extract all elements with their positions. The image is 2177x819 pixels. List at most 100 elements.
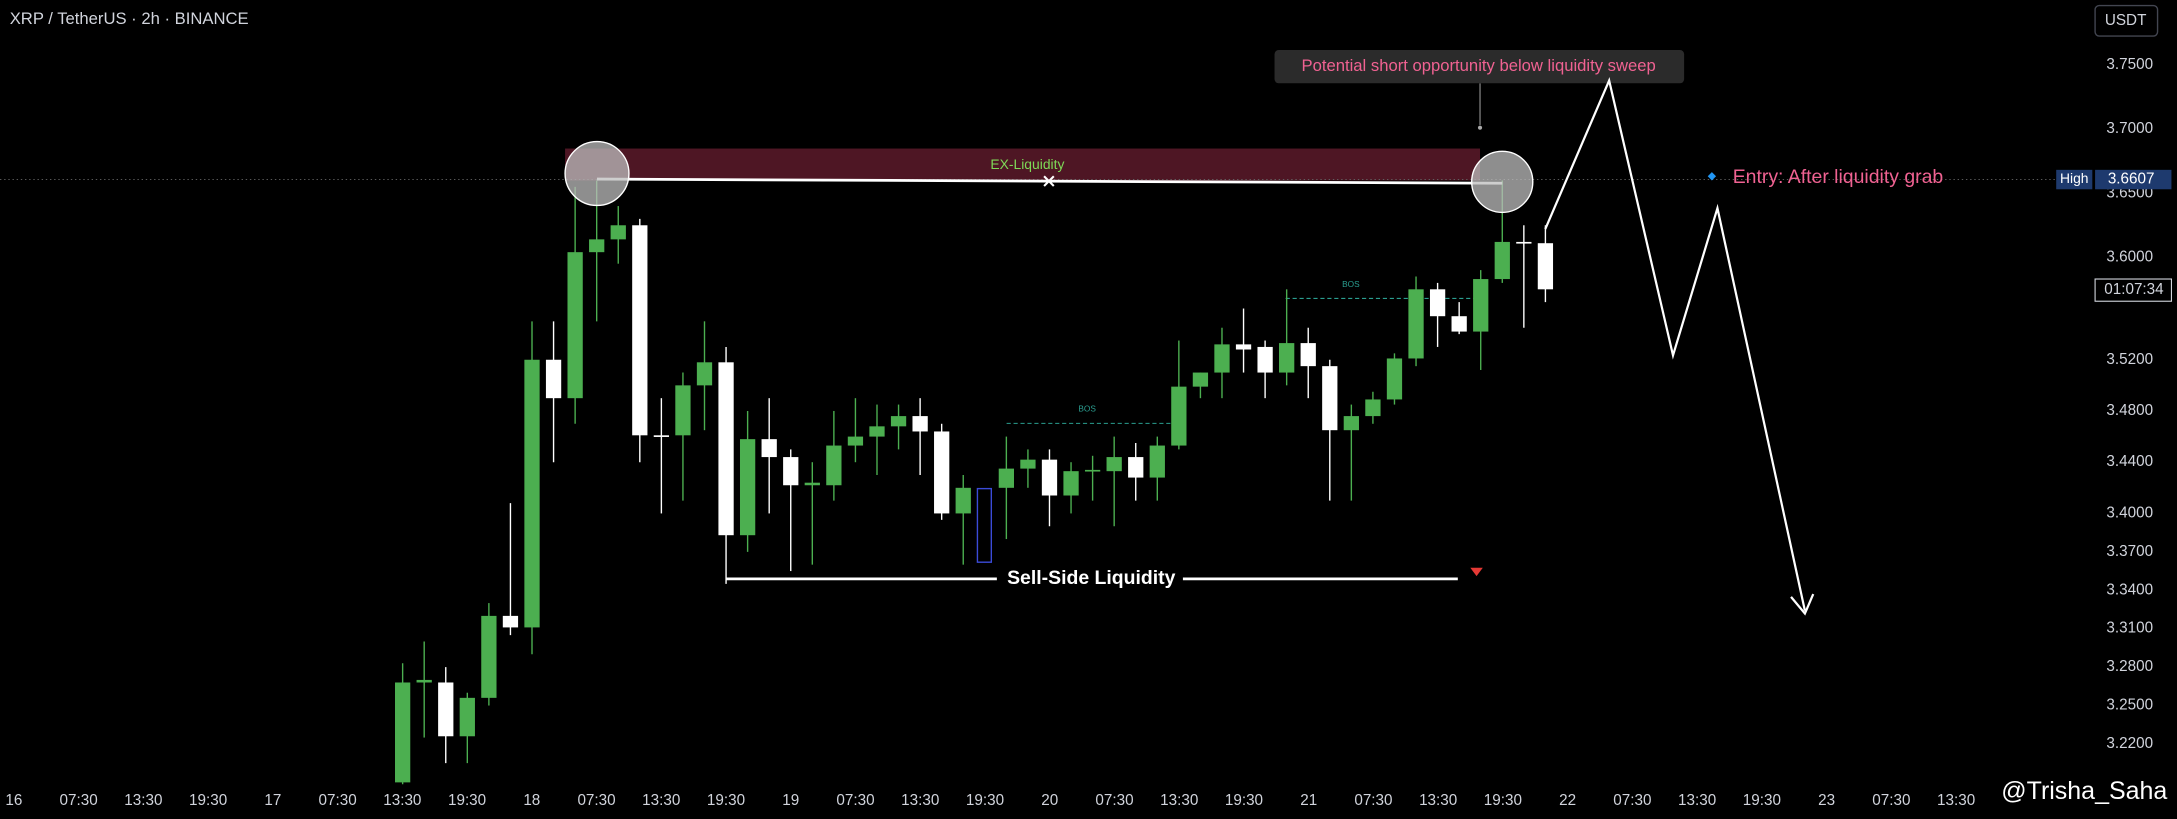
y-tick-label: 3.2800	[2106, 658, 2153, 675]
marked-candle-box	[976, 487, 993, 563]
sell-side-label: Sell-Side Liquidity	[1007, 567, 1176, 589]
candle-body	[718, 362, 734, 536]
x-tick-label: 13:30	[1160, 792, 1198, 809]
entry-marker	[1707, 172, 1717, 181]
candle-body	[1300, 343, 1316, 367]
entry-label: Entry: After liquidity grab	[1733, 166, 1944, 188]
candle-body	[847, 436, 864, 446]
y-tick-label: 3.4000	[2106, 504, 2153, 521]
x-marker	[1043, 175, 1055, 187]
candle-body	[394, 682, 411, 783]
x-tick-label: 07:30	[1613, 792, 1651, 809]
bos-label: BOS	[1342, 279, 1360, 289]
candle-body	[998, 468, 1014, 488]
y-tick-label: 3.2200	[2106, 735, 2153, 752]
zone-label: EX-Liquidity	[990, 156, 1064, 172]
bos-label: BOS	[1078, 404, 1096, 414]
x-tick-label: 19:30	[1484, 792, 1522, 809]
candle-body	[567, 252, 583, 399]
candle-body	[1192, 372, 1209, 387]
x-tick-label: 07:30	[836, 792, 874, 809]
currency-label: USDT	[2105, 12, 2147, 29]
x-tick-label: 13:30	[901, 792, 939, 809]
candle-body	[739, 439, 756, 536]
x-tick-label: 22	[1559, 792, 1576, 809]
x-tick-label: 19	[782, 792, 799, 809]
currency-button[interactable]	[2094, 4, 2159, 37]
x-tick-label: 16	[5, 792, 22, 809]
candle-body	[1516, 241, 1532, 244]
y-tick-label: 3.3400	[2106, 581, 2153, 598]
x-tick-label: 19:30	[966, 792, 1004, 809]
candle-body	[1386, 358, 1403, 400]
candle-body	[1257, 346, 1273, 373]
sweep-circle	[564, 140, 630, 207]
candle-body	[1235, 344, 1252, 350]
projection-path	[1544, 76, 1806, 612]
candle-body	[1537, 243, 1554, 290]
candle-body	[1041, 459, 1058, 496]
candle-body	[783, 457, 799, 486]
candle-body	[610, 225, 626, 240]
candle-body	[934, 431, 950, 514]
candle-body	[955, 487, 971, 514]
y-tick-label: 3.7500	[2106, 56, 2153, 73]
x-tick-label: 23	[1818, 792, 1835, 809]
y-tick-label: 3.2500	[2106, 697, 2153, 714]
candle-body	[761, 439, 777, 458]
candle-body	[545, 359, 562, 399]
x-tick-label: 07:30	[1872, 792, 1910, 809]
candle-body	[1408, 289, 1424, 359]
watermark: @Trisha_Saha	[2001, 777, 2167, 805]
candle-body	[869, 426, 885, 437]
x-tick-label: 13:30	[1937, 792, 1975, 809]
candle-body	[696, 362, 713, 386]
candle-body	[1063, 471, 1079, 496]
candle-body	[1473, 279, 1489, 332]
sweep-circle	[1471, 150, 1534, 214]
x-tick-label: 19:30	[707, 792, 745, 809]
candle-body	[481, 615, 497, 698]
liquidity-zone	[565, 148, 1481, 181]
y-tick-label: 3.7000	[2106, 120, 2153, 137]
x-tick-label: 21	[1300, 792, 1317, 809]
candle-body	[632, 225, 648, 436]
x-tick-label: 19:30	[1743, 792, 1781, 809]
candle-body	[589, 239, 605, 253]
x-tick-label: 19:30	[448, 792, 486, 809]
candle-body	[653, 435, 670, 437]
candle-body	[1106, 457, 1122, 472]
candle-body	[1149, 445, 1165, 478]
countdown-box	[2094, 278, 2173, 302]
y-tick-label: 3.4800	[2106, 402, 2153, 419]
candle-body	[826, 445, 842, 486]
candle-body	[1214, 344, 1230, 373]
candle-body	[1365, 399, 1381, 417]
x-tick-label: 20	[1041, 792, 1058, 809]
high-price-badge	[2095, 169, 2172, 190]
x-tick-label: 18	[523, 792, 540, 809]
x-tick-label: 19:30	[1225, 792, 1263, 809]
candles	[394, 180, 1554, 785]
candle-body	[1084, 469, 1101, 472]
candle-body	[1429, 289, 1446, 317]
high-price-label: 3.6607	[2108, 171, 2155, 188]
x-tick-label: 13:30	[1678, 792, 1716, 809]
countdown: 01:07:34	[2104, 281, 2164, 298]
drawings-under	[0, 148, 2083, 563]
candle-body	[1171, 386, 1187, 446]
candle-body	[1343, 416, 1359, 431]
candle-body	[1322, 366, 1338, 431]
candle-body	[890, 416, 907, 427]
y-tick-label: 3.6000	[2106, 248, 2153, 265]
x-tick-label: 13:30	[1419, 792, 1457, 809]
x-tick-label: 07:30	[577, 792, 615, 809]
callout-box	[1274, 49, 1685, 84]
x-tick-label: 07:30	[318, 792, 356, 809]
x-tick-label: 13:30	[383, 792, 421, 809]
candle-body	[1494, 241, 1510, 280]
x-tick-label: 13:30	[642, 792, 680, 809]
high-badge-label: High	[2060, 170, 2089, 186]
candle-body	[459, 697, 475, 737]
